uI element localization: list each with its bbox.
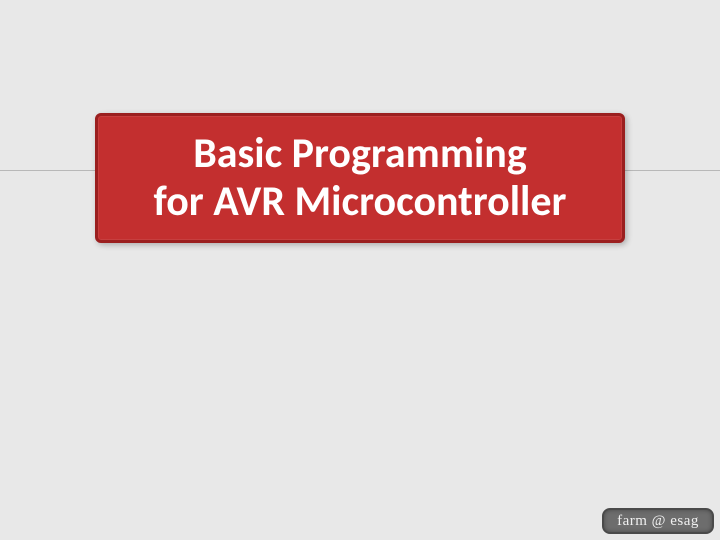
watermark-badge: farm @ esag [602, 508, 714, 534]
title-box: Basic Programming for AVR Microcontrolle… [95, 113, 625, 243]
watermark-text: farm @ esag [617, 513, 699, 530]
title-line-1: Basic Programming [193, 130, 527, 178]
title-line-2: for AVR Microcontroller [154, 178, 567, 226]
